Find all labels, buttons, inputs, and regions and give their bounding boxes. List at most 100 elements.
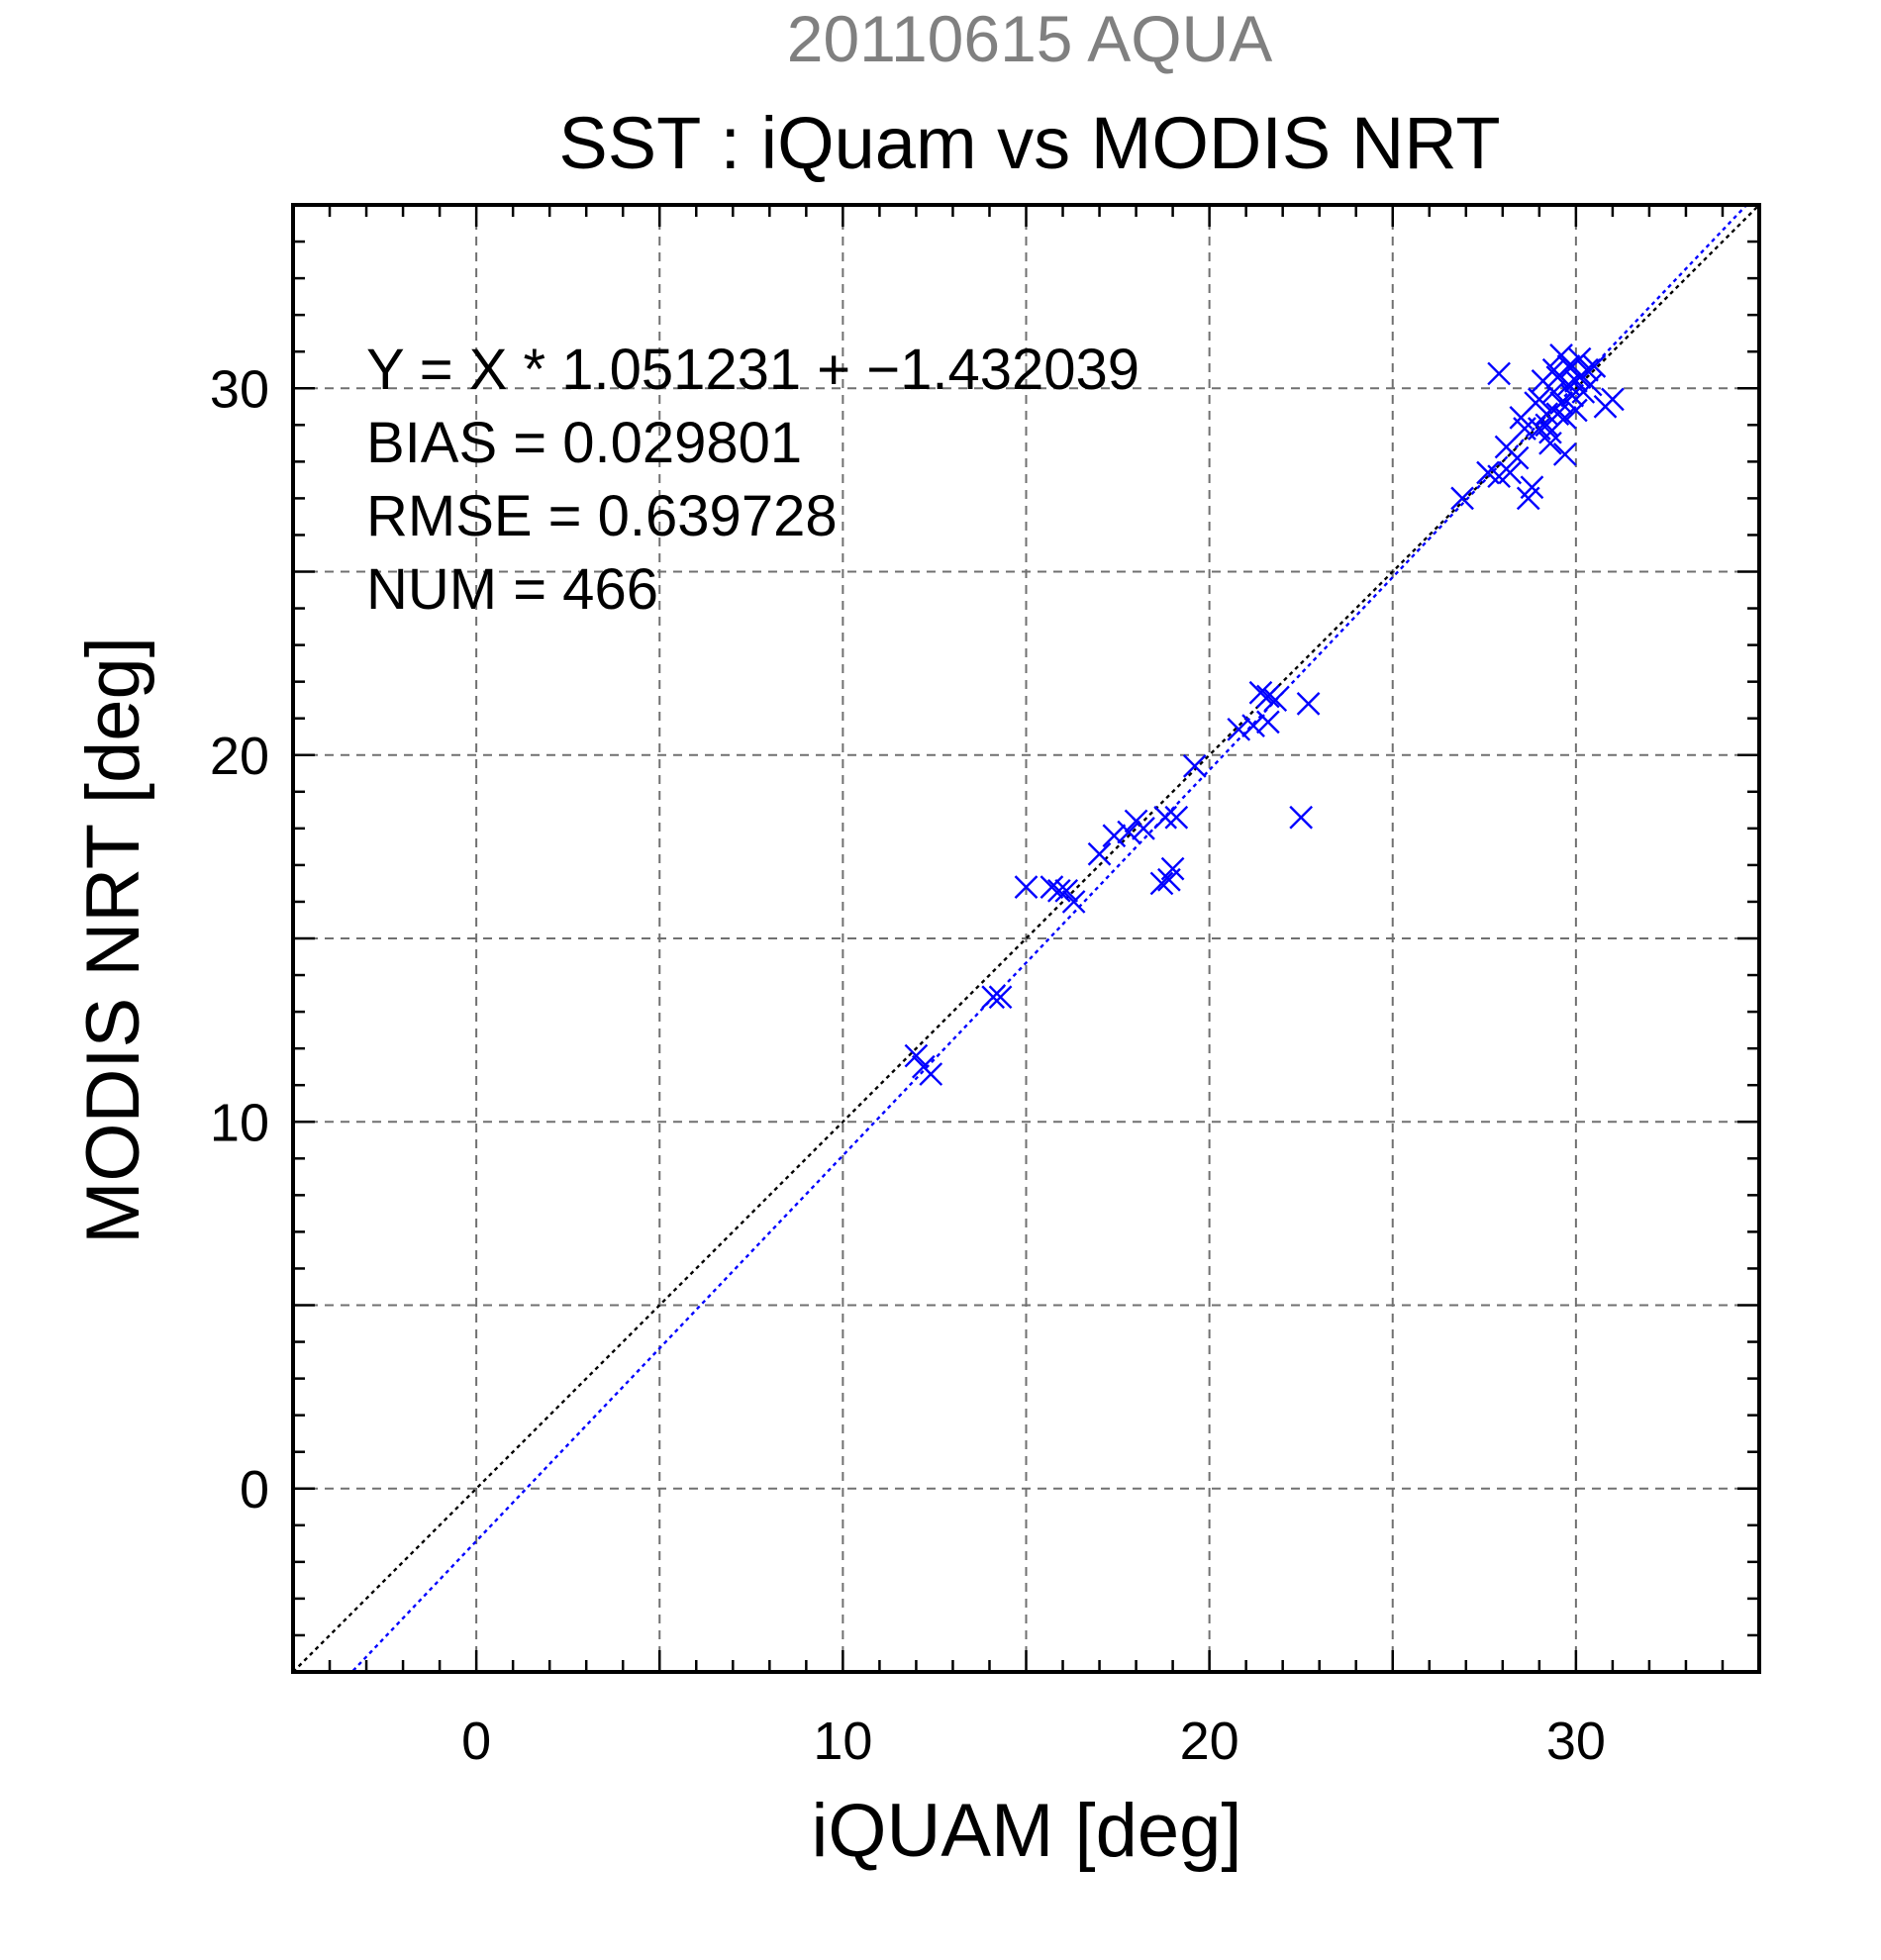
- data-point: [1241, 714, 1265, 737]
- date-title: 20110615 AQUA: [787, 2, 1273, 75]
- data-point: [1160, 856, 1185, 881]
- data-point: [1567, 365, 1592, 389]
- num-value: NUM = 466: [366, 557, 658, 622]
- data-point: [1582, 354, 1607, 378]
- data-point-stroke: [988, 985, 1013, 1010]
- data-point: [1487, 361, 1511, 386]
- data-point: [1182, 754, 1207, 778]
- data-point: [1153, 805, 1178, 830]
- data-point: [1578, 372, 1603, 397]
- x-tick-label: 10: [813, 1712, 872, 1771]
- data-point-stroke: [1450, 486, 1474, 511]
- data-point: [1061, 890, 1086, 914]
- data-point: [1296, 692, 1321, 716]
- data-point: [1509, 406, 1534, 430]
- data-point: [1601, 387, 1625, 412]
- data-point: [1528, 387, 1551, 412]
- chart-title: SST : iQuam vs MODIS NRT: [558, 102, 1500, 184]
- x-tick-label: 0: [461, 1712, 491, 1771]
- data-point-stroke: [1601, 387, 1625, 412]
- data-point-stroke: [1117, 820, 1141, 844]
- grid: [293, 205, 1759, 1672]
- data-point-stroke: [1534, 402, 1559, 427]
- data-point: [1227, 717, 1251, 741]
- data-point: [1046, 878, 1071, 903]
- identity-line: [293, 205, 1759, 1672]
- data-point: [1545, 402, 1570, 427]
- data-point-stroke: [1289, 805, 1314, 830]
- data-point: [988, 985, 1013, 1010]
- data-point: [1256, 710, 1280, 735]
- data-point-stroke: [1476, 460, 1500, 485]
- data-point-stroke: [1227, 717, 1251, 741]
- x-tick-label: 30: [1546, 1712, 1606, 1771]
- data-points: [904, 343, 1625, 1086]
- data-point-stroke: [1256, 684, 1280, 709]
- data-point-stroke: [1102, 824, 1127, 848]
- bias-value: BIAS = 0.029801: [366, 411, 802, 475]
- data-point: [1014, 875, 1039, 899]
- data-point-stroke: [1182, 754, 1207, 778]
- x-tick-labels: 0 10 20 30: [461, 1712, 1606, 1771]
- data-point-stroke: [1061, 890, 1086, 914]
- data-point-stroke: [1556, 372, 1581, 397]
- data-point: [981, 985, 1006, 1010]
- data-point: [1498, 460, 1523, 485]
- data-point-stroke: [1054, 878, 1079, 903]
- data-point: [1534, 402, 1559, 427]
- x-tick-label: 20: [1180, 1712, 1239, 1771]
- data-point-stroke: [1505, 445, 1530, 470]
- data-point-stroke: [1014, 875, 1039, 899]
- stats-block: Y = X * 1.051231 + −1.432039 BIAS = 0.02…: [366, 338, 1139, 622]
- data-point: [1256, 684, 1280, 709]
- data-point: [1149, 871, 1174, 896]
- data-point-stroke: [1567, 365, 1592, 389]
- data-point: [1520, 475, 1544, 500]
- data-point-stroke: [1132, 817, 1155, 840]
- data-point-stroke: [1494, 435, 1519, 459]
- y-tick-label: 20: [210, 727, 269, 786]
- reference-lines: [293, 205, 1759, 1672]
- data-point-stroke: [1046, 878, 1071, 903]
- data-point: [1289, 805, 1314, 830]
- data-point-stroke: [1538, 431, 1562, 455]
- data-point-stroke: [1487, 361, 1511, 386]
- data-point: [1560, 354, 1585, 378]
- data-point-stroke: [1549, 343, 1573, 367]
- rmse-value: RMSE = 0.639728: [366, 484, 838, 548]
- data-point-stroke: [1552, 406, 1577, 430]
- data-point-stroke: [1263, 688, 1288, 713]
- data-point-stroke: [1582, 354, 1607, 378]
- data-point: [1164, 805, 1189, 830]
- data-point: [1556, 372, 1581, 397]
- data-point-stroke: [919, 1062, 943, 1086]
- data-point-stroke: [1256, 710, 1280, 735]
- y-axis-label: MODIS NRT [deg]: [71, 637, 155, 1244]
- data-point-stroke: [1040, 875, 1064, 899]
- data-point-stroke: [1556, 354, 1581, 378]
- regression-line: [349, 205, 1748, 1672]
- y-tick-label: 10: [210, 1093, 269, 1152]
- x-axis-label: iQUAM [deg]: [811, 1789, 1241, 1873]
- data-point-stroke: [1153, 805, 1178, 830]
- data-point-stroke: [1149, 871, 1174, 896]
- data-point: [1541, 380, 1566, 404]
- data-point: [1132, 817, 1155, 840]
- plot-frame: [291, 203, 1761, 1674]
- data-point: [1564, 398, 1588, 423]
- data-point-stroke: [1164, 805, 1189, 830]
- data-point: [1538, 431, 1562, 455]
- data-point-stroke: [1296, 692, 1321, 716]
- data-point-stroke: [1087, 841, 1112, 866]
- data-point: [919, 1062, 943, 1086]
- data-point-stroke: [1578, 372, 1603, 397]
- data-point: [1040, 875, 1064, 899]
- data-point: [1248, 680, 1273, 705]
- data-point: [1054, 878, 1079, 903]
- data-point: [1263, 688, 1288, 713]
- data-point-stroke: [1528, 417, 1551, 441]
- data-point-stroke: [1509, 406, 1534, 430]
- data-point-stroke: [1528, 387, 1551, 412]
- y-tick-labels: 0 10 20 30: [210, 359, 269, 1519]
